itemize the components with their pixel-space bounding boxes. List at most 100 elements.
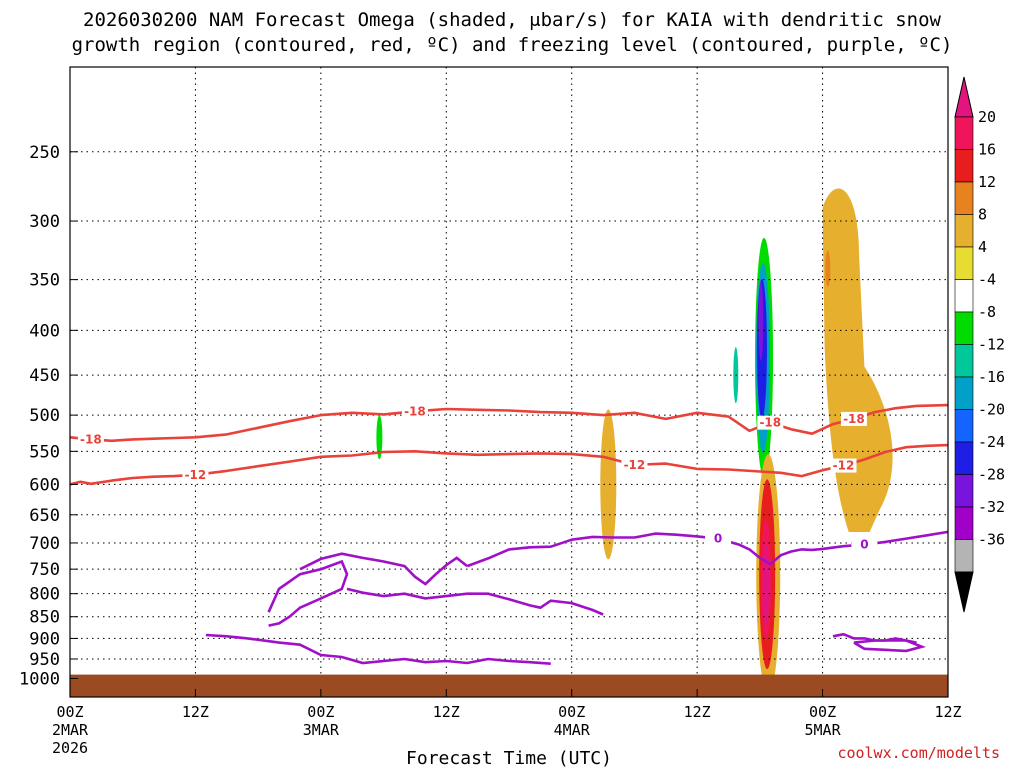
colorbar-label: 4 (978, 238, 987, 256)
omega-region-ascent-upper (697, 123, 738, 275)
y-tick-label: 300 (29, 212, 60, 232)
contour-label-bg (840, 411, 867, 426)
colorbar-label: 8 (978, 206, 987, 224)
y-tick-label: 950 (29, 650, 60, 670)
chart-title-line1: 2026030200 NAM Forecast Omega (shaded, μ… (83, 9, 941, 31)
freezing-level-loop-0 (205, 633, 551, 665)
omega-region-ascent-streak-c (376, 415, 383, 460)
isotherm-contours: -18 -18 -18 -18 -12 -12 -12 0 0 (69, 403, 949, 665)
grid-lines (69, 67, 949, 697)
y-tick-label: 650 (29, 506, 60, 526)
omega-region-ascent-core (758, 280, 764, 361)
x-tick-date: 5MAR (805, 721, 842, 739)
y-tick-label: 750 (29, 560, 60, 580)
contour-label: 0 (714, 532, 722, 546)
colorbar-label: -4 (978, 271, 996, 289)
contour-line-0 (69, 403, 949, 443)
contour-label: -12 (624, 458, 646, 472)
x-tick-label: 00Z (56, 703, 83, 721)
x-axis-label: Forecast Time (UTC) (406, 748, 612, 768)
plot-frame (69, 66, 949, 698)
omega-region-ascent-streak-f (585, 338, 591, 395)
contour-label-bg (830, 458, 857, 473)
contour-label: -12 (833, 459, 855, 473)
y-tick-label: 800 (29, 585, 60, 605)
omega-region-ascent-streak-d (361, 534, 372, 615)
y-tick-label: 900 (29, 629, 60, 649)
colorbar-swatch (954, 474, 974, 508)
colorbar-swatch (954, 116, 974, 150)
colorbar-label: 16 (978, 141, 996, 159)
y-tick-label: 350 (29, 271, 60, 291)
colorbar-label: -12 (978, 336, 1005, 354)
colorbar-swatch (954, 149, 974, 183)
x-tick-label: 12Z (433, 703, 460, 721)
colorbar-swatch (954, 409, 974, 443)
colorbar-swatch (954, 441, 974, 475)
y-tick-label: 400 (29, 321, 60, 341)
contour-label-bg (705, 531, 732, 546)
x-tick-date: 4MAR (554, 721, 591, 739)
contour-label: -18 (80, 432, 102, 446)
colorbar-label: -16 (978, 368, 1005, 386)
x-tick-label: 12Z (934, 703, 961, 721)
freezing-level-loop-5 (853, 639, 927, 653)
y-tick-label: 450 (29, 366, 60, 386)
contour-label: -18 (759, 416, 781, 430)
x-tick-date: 3MAR (303, 721, 340, 739)
chart-title-line2: growth region (contoured, red, ºC) and f… (72, 34, 953, 56)
colorbar-legend: 20 16 12 8 4 -4 -8 -12 -16 -20 -24 -28 -32 -36 (954, 76, 1005, 613)
y-tick-label: 500 (29, 406, 60, 426)
y-tick-label: 850 (29, 608, 60, 628)
y-tick-label: 600 (29, 475, 60, 495)
colorbar-swatch (954, 311, 974, 345)
y-tick-label: 550 (29, 442, 60, 462)
colorbar-swatch (954, 279, 974, 313)
y-tick-label: 700 (29, 534, 60, 554)
colorbar-swatch (954, 506, 974, 540)
credit-text: coolwx.com/modelts (837, 744, 1000, 762)
x-tick-label: 12Z (182, 703, 209, 721)
omega-region-ascent-streak-h (728, 512, 739, 563)
x-tick-label: 12Z (684, 703, 711, 721)
x-tick-label: 00Z (307, 703, 334, 721)
colorbar-label: 20 (978, 108, 996, 126)
contour-label-bg (851, 537, 878, 552)
colorbar-swatch (954, 246, 974, 280)
omega-region-descent-band (822, 188, 893, 532)
freezing-level-loop-3 (346, 587, 604, 616)
freezing-level-loop-1 (267, 559, 349, 627)
omega-region-descent-core (825, 250, 831, 287)
omega-region-ascent-streak-g (721, 430, 728, 551)
omega-region-descent-max (763, 544, 770, 625)
contour-label: -18 (404, 404, 426, 418)
contour-label-bg (401, 404, 428, 419)
contour-label-bg (182, 467, 209, 482)
contour-label: -12 (185, 468, 207, 482)
colorbar-label: 12 (978, 173, 996, 191)
colorbar-label: -20 (978, 401, 1005, 419)
contour-label-bg (77, 432, 104, 447)
omega-region-ascent-streak-b (374, 203, 385, 494)
contour-label-bg (757, 415, 784, 430)
omega-region-descent-small (600, 409, 617, 560)
freezing-level-loop-2 (299, 552, 469, 586)
y-tick-label: 1000 (19, 669, 60, 689)
colorbar-label: -8 (978, 303, 996, 321)
colorbar-swatch (954, 376, 974, 410)
contour-label-bg (621, 457, 648, 472)
colorbar-label: -24 (978, 433, 1005, 451)
colorbar-bottom-triangle (954, 571, 974, 613)
colorbar-label: -36 (978, 531, 1005, 549)
surface-ground (70, 674, 948, 697)
colorbar-swatch (954, 181, 974, 215)
contour-line-1 (69, 443, 949, 486)
omega-shading (344, 123, 893, 695)
x-tick-date: 2MAR (52, 721, 89, 739)
colorbar-top-triangle (954, 76, 974, 118)
colorbar-label: -28 (978, 466, 1005, 484)
colorbar-label: -32 (978, 498, 1005, 516)
colorbar-swatch (954, 214, 974, 248)
